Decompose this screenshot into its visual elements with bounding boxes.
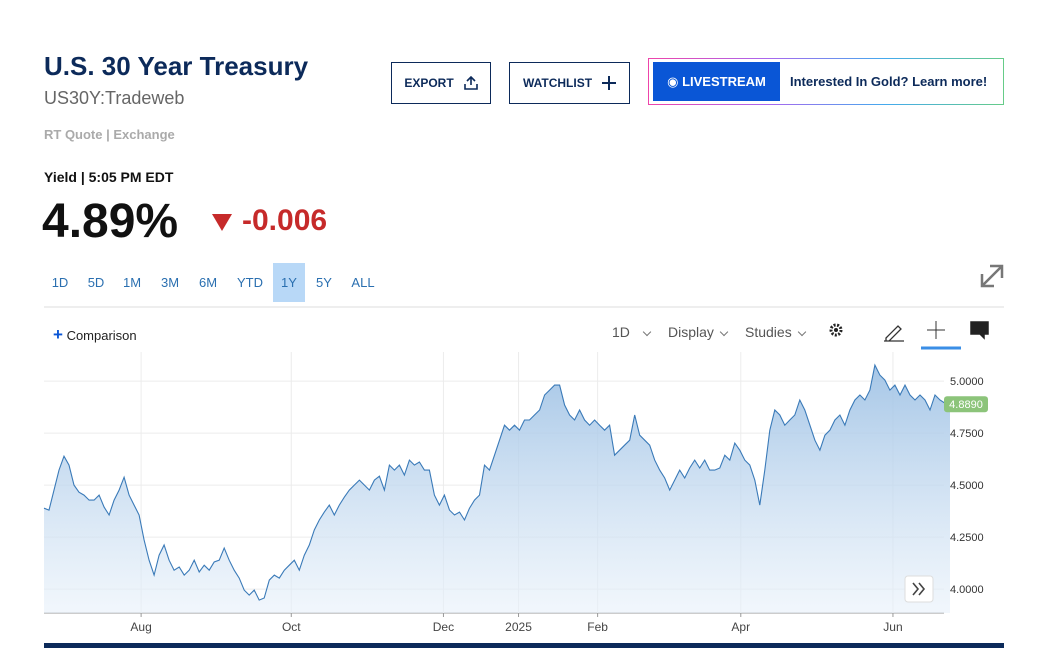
price-change: -0.006 xyxy=(242,204,328,237)
studies-label: Studies xyxy=(745,324,792,340)
quote-type: RT Quote | Exchange xyxy=(44,127,175,142)
range-tab[interactable]: 1D xyxy=(51,275,69,290)
livestream-button[interactable]: ◉ LIVESTREAM xyxy=(653,62,780,101)
x-tick-label: Oct xyxy=(282,620,301,634)
export-icon xyxy=(463,76,478,90)
comment-icon[interactable] xyxy=(970,321,989,340)
range-tab[interactable]: 6M xyxy=(198,275,218,290)
livestream-label: LIVESTREAM xyxy=(682,74,766,89)
y-tick-label: 4.0000 xyxy=(950,584,984,596)
last-value-label: 4.8890 xyxy=(949,399,983,411)
last-price: 4.89% xyxy=(42,195,179,248)
range-tab[interactable]: 5D xyxy=(87,275,105,290)
range-tab[interactable]: 1M xyxy=(122,275,142,290)
range-tab[interactable]: 3M xyxy=(160,275,180,290)
y-tick-label: 4.7500 xyxy=(950,428,984,440)
crosshair-icon[interactable] xyxy=(927,321,945,339)
plus-icon xyxy=(602,76,617,90)
promo-text[interactable]: Interested In Gold? Learn more! xyxy=(790,74,988,89)
display-menu[interactable]: Display xyxy=(668,324,729,340)
range-tab-active[interactable]: 1Y xyxy=(273,263,305,302)
interval-label: 1D xyxy=(612,324,630,340)
range-tab[interactable]: YTD xyxy=(237,275,263,290)
quote-label: Yield | 5:05 PM EDT xyxy=(44,169,174,185)
x-tick-label: 2025 xyxy=(505,620,532,634)
comparison-button[interactable]: + Comparison xyxy=(53,325,137,344)
bottom-bar xyxy=(44,643,1004,648)
draw-icon[interactable] xyxy=(884,325,904,342)
gear-icon[interactable] xyxy=(829,323,843,337)
interval-menu[interactable]: 1D xyxy=(612,324,652,340)
expand-icon[interactable] xyxy=(980,264,1004,288)
livestream-banner[interactable]: ◉ LIVESTREAM Interested In Gold? Learn m… xyxy=(648,58,1004,105)
x-tick-label: Dec xyxy=(433,620,454,634)
y-tick-label: 4.5000 xyxy=(950,480,984,492)
range-tab[interactable]: 5Y xyxy=(316,275,332,290)
comparison-label: Comparison xyxy=(66,328,137,343)
export-label: EXPORT xyxy=(404,76,454,90)
watchlist-button[interactable]: WATCHLIST xyxy=(509,62,630,104)
y-tick-label: 5.0000 xyxy=(950,376,984,388)
scroll-icon xyxy=(912,582,926,596)
y-tick-label: 4.2500 xyxy=(950,532,984,544)
x-tick-label: Aug xyxy=(130,620,151,634)
display-label: Display xyxy=(668,324,714,340)
watchlist-label: WATCHLIST xyxy=(522,76,593,90)
range-tab[interactable]: ALL xyxy=(351,275,375,290)
down-arrow xyxy=(212,214,232,231)
x-tick-label: Feb xyxy=(587,620,608,634)
last-value-badge xyxy=(944,396,988,413)
x-tick-label: Apr xyxy=(731,620,750,634)
symbol: US30Y:Tradeweb xyxy=(44,88,185,108)
price-line xyxy=(43,363,951,601)
title: U.S. 30 Year Treasury xyxy=(44,51,309,81)
area-fill xyxy=(44,365,951,613)
studies-menu[interactable]: Studies xyxy=(745,324,806,340)
export-button[interactable]: EXPORT xyxy=(391,62,491,104)
x-tick-label: Jun xyxy=(883,620,902,634)
